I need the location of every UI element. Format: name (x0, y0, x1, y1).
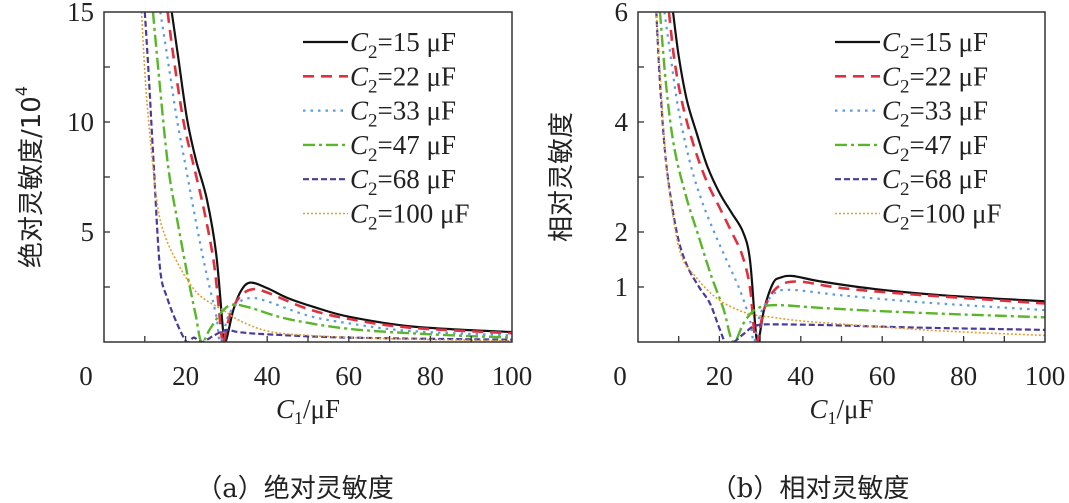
legend-label: C2=33 μF (350, 96, 456, 132)
legend-item: C2=100 μF (303, 199, 469, 235)
x-tick-label: 0 (79, 361, 93, 391)
series-line-c2-33 (663, 12, 1045, 342)
x-tick-label: 60 (869, 361, 896, 391)
legend-item: C2=68 μF (835, 164, 988, 200)
x-tick-label: 20 (172, 361, 199, 391)
x-tick-label: 80 (950, 361, 977, 391)
y-tick-label: 10 (67, 107, 94, 137)
x-tick-label: 100 (1025, 361, 1066, 391)
series-line-c2-22 (166, 12, 512, 342)
legend-label: C2=100 μF (882, 199, 1001, 235)
legend-item: C2=33 μF (835, 96, 988, 132)
y-tick-label: 2 (615, 217, 629, 247)
series-line-c2-15 (170, 12, 512, 342)
legend-item: C2=15 μF (303, 27, 456, 63)
series-line-c2-22 (667, 12, 1045, 342)
x-tick-label: 40 (254, 361, 281, 391)
series-line-c2-33 (159, 12, 512, 342)
panel-caption: （a）绝对灵敏度 (196, 474, 394, 503)
legend-item: C2=33 μF (303, 96, 456, 132)
legend-label: C2=15 μF (882, 27, 988, 63)
legend-label: C2=68 μF (350, 164, 456, 200)
y-axis-title: 绝对灵敏度/104 (12, 86, 47, 268)
series-line-c2-47 (151, 12, 512, 342)
x-tick-label: 20 (706, 361, 733, 391)
series-line-c2-47 (658, 12, 1045, 342)
legend-label: C2=100 μF (350, 199, 469, 235)
x-tick-label: 100 (492, 361, 533, 391)
x-axis-title: C1/μF (276, 394, 340, 428)
panel-caption: （b）相对灵敏度 (711, 474, 910, 503)
series-line-c2-100 (655, 12, 1045, 337)
x-axis-title: C1/μF (809, 394, 873, 428)
legend-label: C2=22 μF (350, 61, 456, 97)
series-line-c2-68 (655, 12, 1045, 342)
series-line-c2-15 (671, 12, 1045, 342)
legend-item: C2=15 μF (835, 27, 988, 63)
y-tick-label: 5 (81, 217, 95, 247)
y-tick-label: 4 (615, 107, 629, 137)
y-tick-label: 15 (67, 0, 94, 27)
y-axis-title: 相对灵敏度 (547, 112, 577, 242)
legend-label: C2=47 μF (350, 130, 456, 166)
series-line-c2-100 (140, 12, 512, 342)
legend-item: C2=22 μF (835, 61, 988, 97)
legend-label: C2=22 μF (882, 61, 988, 97)
legend-label: C2=47 μF (882, 130, 988, 166)
x-tick-label: 60 (335, 361, 362, 391)
legend-label: C2=15 μF (350, 27, 456, 63)
legend-item: C2=47 μF (303, 130, 456, 166)
series-group (140, 12, 512, 342)
x-tick-label: 40 (787, 361, 814, 391)
legend-item: C2=22 μF (303, 61, 456, 97)
series-group (655, 12, 1045, 342)
series-line-c2-68 (143, 12, 512, 342)
y-tick-label: 6 (615, 0, 629, 27)
legend-label: C2=33 μF (882, 96, 988, 132)
x-tick-label: 80 (417, 361, 444, 391)
legend-item: C2=68 μF (303, 164, 456, 200)
legend-item: C2=100 μF (835, 199, 1001, 235)
y-tick-label: 1 (615, 272, 629, 302)
x-tick-label: 0 (613, 361, 627, 391)
legend-label: C2=68 μF (882, 164, 988, 200)
relative-sensitivity-chart: 0 20 40 60 80 100 1 2 4 6 C1/μF 相对灵敏度 C2=15 μFC2=22 … (547, 0, 1066, 503)
legend-item: C2=47 μF (835, 130, 988, 166)
